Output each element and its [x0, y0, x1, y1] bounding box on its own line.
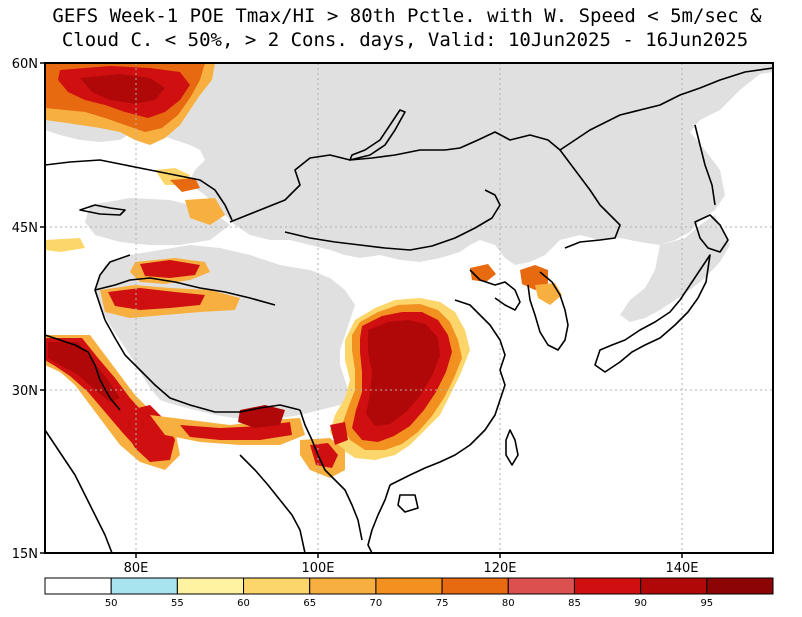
lon-label: 140E	[665, 561, 698, 576]
coast-taiwan	[505, 429, 519, 466]
border-himalaya	[104, 319, 301, 413]
colorbar-label: 80	[502, 598, 515, 609]
colorbar-swatch	[243, 577, 311, 595]
lon-label: 120E	[483, 561, 516, 576]
shade-yunnan-core	[310, 443, 338, 468]
shade-kazakh-patch2	[170, 178, 200, 192]
colorbar-label: 85	[568, 598, 581, 609]
coast-lake-baikal	[349, 109, 406, 161]
lat-label: 45N	[12, 221, 38, 236]
coast-russia-east	[559, 67, 773, 151]
coast-japan-hokkaido	[694, 214, 729, 253]
border-india-west	[45, 334, 121, 411]
colorbar-swatch	[176, 577, 245, 595]
lat-label: 15N	[12, 547, 38, 562]
colorbar-swatch	[573, 577, 642, 595]
border-mongolia	[229, 131, 621, 249]
coast-bay-bengal	[239, 454, 306, 553]
colorbar-swatch	[44, 577, 112, 595]
lat-label: 60N	[12, 57, 38, 72]
shade-nw-russia-dark	[80, 74, 165, 104]
colorbar-swatch	[640, 577, 708, 595]
lat-lon-grid	[45, 63, 773, 553]
colorbar-label: 60	[237, 598, 250, 609]
probability-shading	[45, 63, 562, 478]
shade-china-dark	[366, 320, 440, 426]
colorbar-label: 90	[634, 598, 647, 609]
shade-pakistan-dark	[48, 342, 120, 402]
coastlines-borders	[45, 67, 773, 553]
colorbar-label: 70	[370, 598, 383, 609]
coast-hainan	[397, 494, 419, 513]
colorbar-swatch	[309, 577, 377, 595]
border-tarim-south	[94, 277, 276, 306]
coast-india-west	[45, 429, 113, 553]
coast-korea	[527, 271, 569, 351]
shade-yunnan-small	[330, 422, 348, 445]
map-frame	[44, 62, 774, 554]
map-title-line2: Cloud C. < 50%, > 2 Cons. days, Valid: 1…	[61, 29, 749, 51]
border-kazakh-russia	[45, 159, 233, 221]
colorbar-label: 50	[105, 598, 118, 609]
border-india-myanmar	[299, 409, 363, 541]
coast-bohai	[469, 269, 521, 311]
shade-kazakh-patch4	[45, 238, 85, 252]
shade-korea-north	[520, 265, 548, 290]
colorbar-label: 65	[303, 598, 316, 609]
coast-china-east	[389, 299, 506, 486]
colorbar-swatch	[441, 577, 509, 595]
colorbar-swatch	[375, 577, 443, 595]
shade-kazakh-patch3	[185, 198, 225, 225]
colorbar-swatch	[706, 577, 774, 595]
lon-label: 100E	[301, 561, 334, 576]
axis-ticks	[40, 62, 683, 558]
map-title-line1: GEFS Week-1 POE Tmax/HI > 80th Pctle. wi…	[52, 5, 762, 27]
colorbar: 50 55 60 65 70 75 80 85 90 95	[44, 577, 774, 609]
border-china-west	[94, 254, 131, 321]
lat-label: 30N	[12, 384, 38, 399]
coast-sakhalin	[694, 124, 716, 206]
colorbar-label: 55	[171, 598, 184, 609]
shade-tarim-core	[140, 260, 200, 278]
shade-tarim-south-core	[108, 288, 205, 310]
colorbar-swatch	[507, 577, 575, 595]
coast-caspian	[79, 204, 126, 216]
border-china-mongolia	[284, 189, 501, 251]
colorbar-label: 95	[700, 598, 713, 609]
masked-area-siberia	[145, 63, 773, 265]
colorbar-label: 75	[436, 598, 449, 609]
colorbar-swatch	[110, 577, 178, 595]
coast-japan-honshu	[594, 254, 711, 373]
coast-indochina	[367, 484, 391, 553]
lon-label: 80E	[124, 561, 149, 576]
